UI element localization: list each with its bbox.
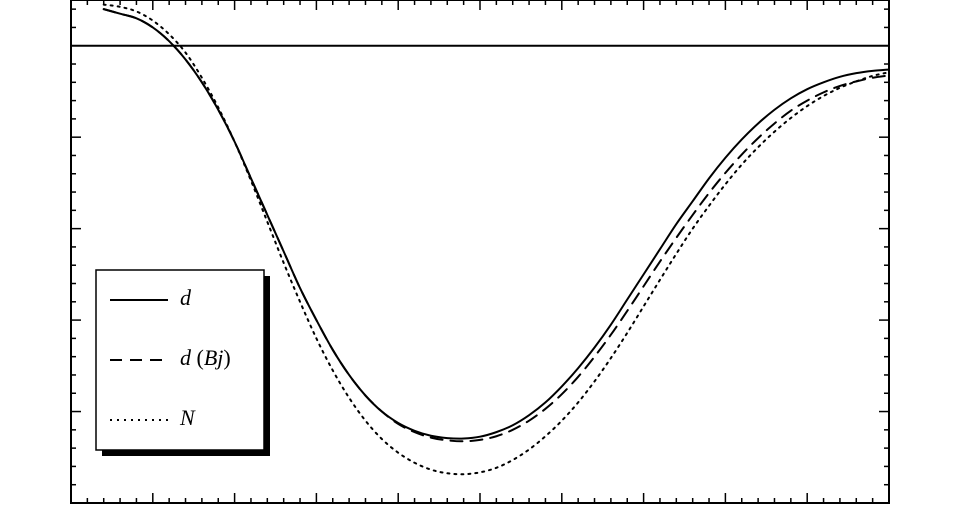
legend-label-d_Bj: d (Bj) xyxy=(180,345,231,370)
legend-label-N: N xyxy=(179,405,196,430)
legend-label-d: d xyxy=(180,285,192,310)
line-chart: d d (Bj) N xyxy=(0,0,960,525)
